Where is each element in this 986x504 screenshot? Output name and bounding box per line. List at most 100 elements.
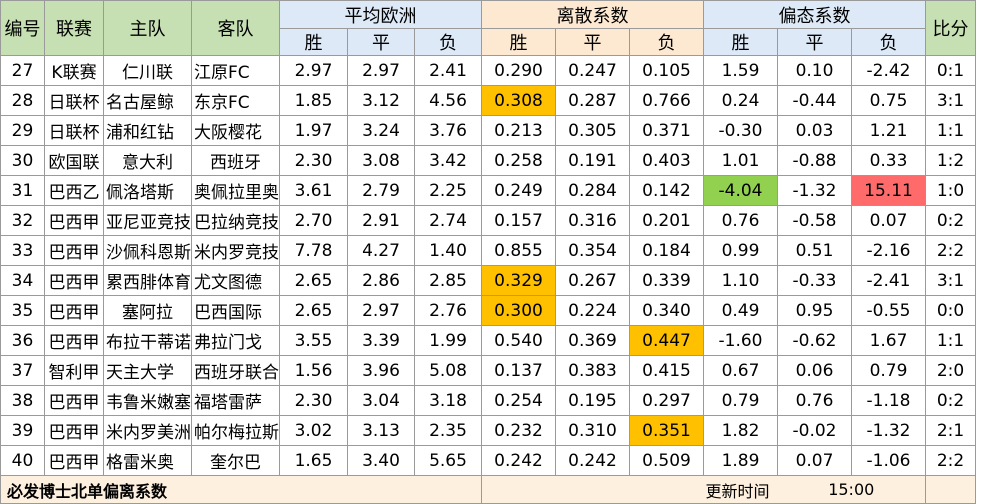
cell-skew-draw: 0.07 (777, 445, 852, 476)
cell-disp-win: 0.540 (481, 325, 556, 356)
footer-update-label: 更新时间 (629, 475, 778, 504)
cell-skew-loss: 0.33 (851, 145, 926, 176)
table-row: 39 巴西甲 米内罗美洲 帕尔梅拉斯 3.02 3.13 2.35 0.232 0.310 0.3… (0, 415, 976, 446)
cell-id: 38 (0, 385, 45, 416)
cell-euro-loss: 3.42 (414, 145, 482, 176)
cell-skew-win: -0.30 (703, 115, 778, 146)
table-row: 32 巴西甲 亚尼亚竞技 巴拉纳竞技 2.70 2.91 2.74 0.157 0.316 0.2… (0, 205, 976, 236)
cell-disp-win: 0.254 (481, 385, 556, 416)
cell-euro-win: 2.70 (279, 205, 348, 236)
cell-euro-win: 3.61 (279, 175, 348, 206)
cell-league: 日联杯 (44, 115, 104, 146)
table-row: 37 智利甲 天主大学 西班牙联合 1.56 3.96 5.08 0.137 0.383 0.41… (0, 355, 976, 386)
cell-skew-draw: 0.03 (777, 115, 852, 146)
cell-disp-loss: 0.447 (629, 325, 704, 356)
header-row-sub: 胜 平 负 胜 平 负 胜 平 负 (1, 28, 976, 56)
cell-league: 巴西乙 (44, 175, 104, 206)
cell-score: 2:0 (925, 355, 976, 386)
table-row: 30 欧国联 意大利 西班牙 2.30 3.08 3.42 0.258 0.191 0.403 1.… (0, 145, 976, 176)
cell-skew-loss: 0.07 (851, 205, 926, 236)
cell-league: 智利甲 (44, 355, 104, 386)
cell-home: 布拉干蒂诺 (103, 325, 192, 356)
table-row: 35 巴西甲 塞阿拉 巴西国际 2.65 2.97 2.76 0.300 0.224 0.340 0… (0, 295, 976, 326)
cell-away: 福塔雷萨 (191, 385, 280, 416)
cell-disp-loss: 0.105 (629, 55, 704, 86)
cell-skew-draw: 0.95 (777, 295, 852, 326)
cell-skew-draw: 0.06 (777, 355, 852, 386)
cell-disp-loss: 0.403 (629, 145, 704, 176)
cell-league: 日联杯 (44, 85, 104, 116)
cell-euro-win: 1.65 (279, 445, 348, 476)
cell-skew-win: 1.82 (703, 415, 778, 446)
cell-euro-win: 1.85 (279, 85, 348, 116)
footer-title: 必发博士北单偏离系数 (0, 475, 482, 504)
header-league: 联赛 (44, 0, 104, 56)
cell-home: 韦鲁米嫩塞 (103, 385, 192, 416)
cell-league: 巴西甲 (44, 325, 104, 356)
cell-skew-draw: -0.88 (777, 145, 852, 176)
cell-disp-loss: 0.297 (629, 385, 704, 416)
cell-skew-win: 0.24 (703, 85, 778, 116)
cell-skew-win: -4.04 (703, 175, 778, 206)
cell-skew-draw: -0.44 (777, 85, 852, 116)
cell-skew-win: 0.76 (703, 205, 778, 236)
cell-skew-draw: 0.51 (777, 235, 852, 266)
cell-euro-loss: 2.74 (414, 205, 482, 236)
cell-euro-win: 7.78 (279, 235, 348, 266)
cell-disp-win: 0.137 (481, 355, 556, 386)
cell-skew-loss: -0.55 (851, 295, 926, 326)
cell-euro-loss: 3.76 (414, 115, 482, 146)
cell-euro-loss: 1.40 (414, 235, 482, 266)
cell-skew-draw: -0.02 (777, 415, 852, 446)
header-skew-draw: 平 (777, 28, 852, 56)
cell-id: 39 (0, 415, 45, 446)
cell-euro-draw: 2.91 (347, 205, 415, 236)
cell-euro-win: 1.56 (279, 355, 348, 386)
header-row-top: 编号 联赛 主队 客队 平均欧洲 离散系数 偏态系数 比分 (0, 0, 976, 56)
cell-away: 巴西国际 (191, 295, 280, 326)
cell-home: 塞阿拉 (103, 295, 192, 326)
cell-disp-draw: 0.354 (555, 235, 630, 266)
cell-away: 米内罗竞技 (191, 235, 280, 266)
cell-disp-draw: 0.284 (555, 175, 630, 206)
cell-disp-loss: 0.351 (629, 415, 704, 446)
cell-skew-win: 1.01 (703, 145, 778, 176)
cell-disp-draw: 0.316 (555, 205, 630, 236)
cell-skew-loss: 1.67 (851, 325, 926, 356)
cell-euro-win: 2.30 (279, 385, 348, 416)
cell-disp-draw: 0.247 (555, 55, 630, 86)
cell-away: 巴拉纳竞技 (191, 205, 280, 236)
cell-euro-loss: 2.41 (414, 55, 482, 86)
cell-score: 1:0 (925, 175, 976, 206)
cell-euro-draw: 2.97 (347, 55, 415, 86)
cell-skew-loss: 1.21 (851, 115, 926, 146)
cell-disp-win: 0.232 (481, 415, 556, 446)
footer-spacer (481, 475, 630, 504)
cell-id: 31 (0, 175, 45, 206)
cell-euro-loss: 3.18 (414, 385, 482, 416)
cell-home: 意大利 (103, 145, 192, 176)
cell-euro-draw: 4.27 (347, 235, 415, 266)
cell-disp-loss: 0.766 (629, 85, 704, 116)
cell-score: 0:2 (925, 205, 976, 236)
cell-id: 33 (0, 235, 45, 266)
cell-score: 2:1 (925, 415, 976, 446)
cell-score: 2:2 (925, 235, 976, 266)
cell-skew-win: 1.89 (703, 445, 778, 476)
cell-skew-loss: -1.18 (851, 385, 926, 416)
cell-score: 0:1 (925, 55, 976, 86)
cell-disp-loss: 0.415 (629, 355, 704, 386)
cell-euro-draw: 3.04 (347, 385, 415, 416)
cell-euro-loss: 5.65 (414, 445, 482, 476)
table-row: 34 巴西甲 累西腓体育 尤文图德 2.65 2.86 2.85 0.329 0.267 0.33… (0, 265, 976, 296)
cell-score: 3:1 (925, 265, 976, 296)
cell-score: 1:2 (925, 145, 976, 176)
cell-score: 2:2 (925, 445, 976, 476)
cell-league: 巴西甲 (44, 445, 104, 476)
cell-id: 29 (0, 115, 45, 146)
cell-skew-draw: 0.10 (777, 55, 852, 86)
header-euro-draw: 平 (347, 28, 415, 56)
cell-euro-win: 3.55 (279, 325, 348, 356)
header-skew-win: 胜 (703, 28, 778, 56)
cell-away: 江原FC (191, 55, 280, 86)
